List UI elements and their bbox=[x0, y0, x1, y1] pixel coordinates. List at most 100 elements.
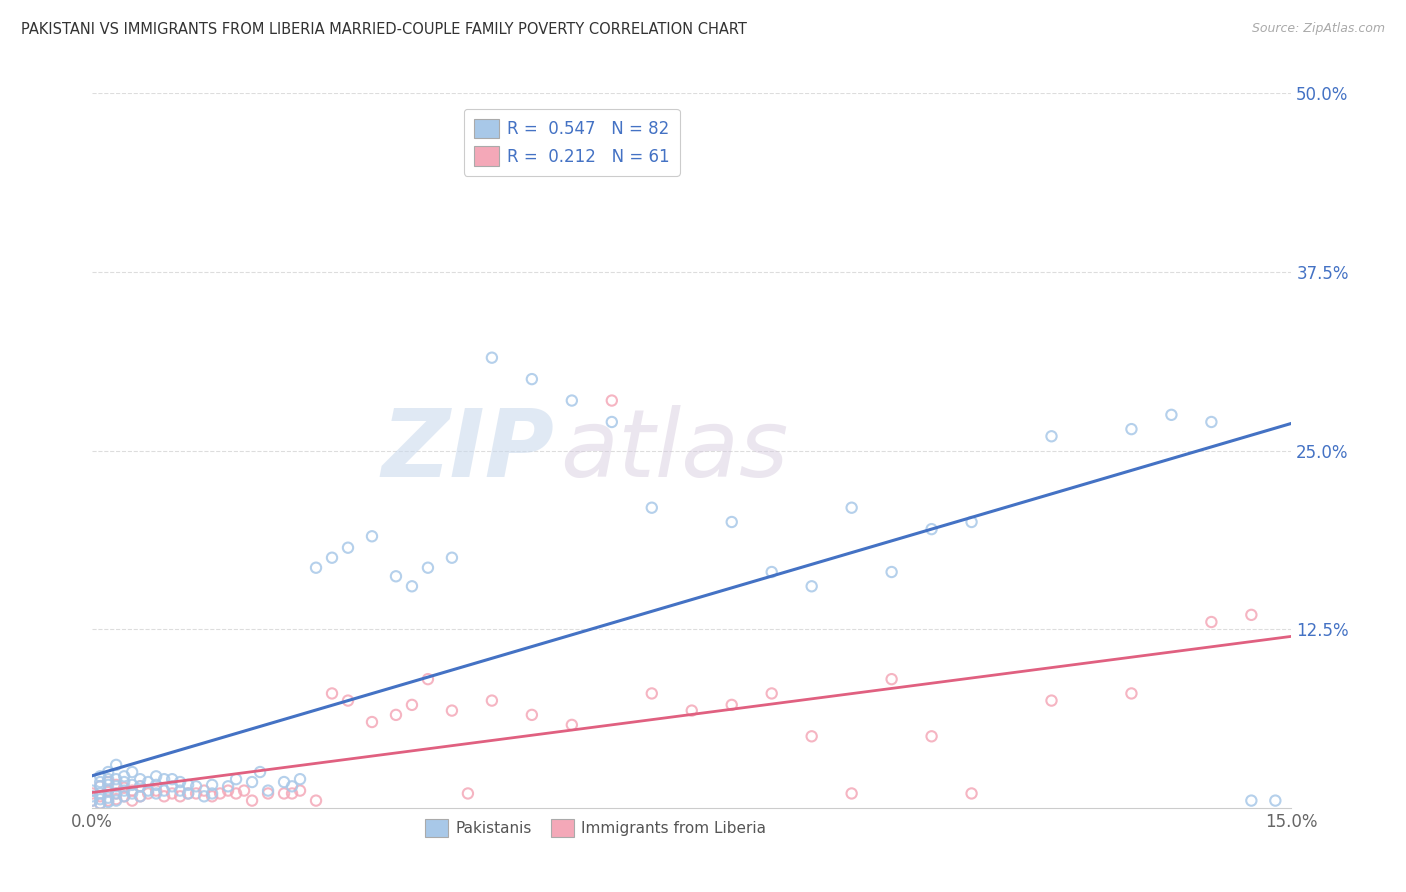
Point bbox=[82, 794, 104, 808]
Point bbox=[800, 579, 823, 593]
Point bbox=[361, 529, 384, 543]
Point bbox=[121, 765, 143, 780]
Point bbox=[136, 783, 159, 797]
Point bbox=[105, 792, 128, 806]
Point bbox=[337, 693, 360, 707]
Point bbox=[82, 787, 104, 801]
Point bbox=[1040, 429, 1063, 443]
Point bbox=[681, 704, 703, 718]
Point bbox=[153, 772, 176, 787]
Point bbox=[177, 778, 200, 792]
Point bbox=[1240, 607, 1263, 622]
Point bbox=[136, 787, 159, 801]
Point bbox=[416, 560, 439, 574]
Point bbox=[361, 714, 384, 729]
Point bbox=[305, 794, 328, 808]
Point bbox=[169, 783, 191, 797]
Point bbox=[440, 550, 463, 565]
Point bbox=[82, 794, 104, 808]
Point bbox=[440, 704, 463, 718]
Point bbox=[160, 787, 183, 801]
Point bbox=[89, 780, 111, 794]
Point bbox=[1040, 693, 1063, 707]
Point bbox=[105, 787, 128, 801]
Point bbox=[129, 772, 152, 787]
Point bbox=[401, 579, 423, 593]
Point bbox=[121, 778, 143, 792]
Point bbox=[841, 500, 863, 515]
Point bbox=[97, 783, 120, 797]
Point bbox=[1121, 686, 1143, 700]
Point bbox=[273, 775, 295, 789]
Point bbox=[145, 778, 167, 792]
Point bbox=[112, 775, 135, 789]
Point bbox=[105, 757, 128, 772]
Point bbox=[201, 778, 224, 792]
Point bbox=[520, 707, 543, 722]
Point bbox=[97, 772, 120, 787]
Point bbox=[561, 393, 583, 408]
Point bbox=[305, 560, 328, 574]
Point bbox=[249, 765, 271, 780]
Point bbox=[800, 729, 823, 743]
Point bbox=[233, 783, 256, 797]
Point bbox=[561, 718, 583, 732]
Point bbox=[921, 729, 943, 743]
Point bbox=[105, 780, 128, 794]
Point bbox=[217, 780, 239, 794]
Point bbox=[401, 698, 423, 712]
Point bbox=[112, 789, 135, 804]
Point bbox=[145, 769, 167, 783]
Point bbox=[121, 787, 143, 801]
Text: atlas: atlas bbox=[560, 405, 789, 496]
Point bbox=[82, 789, 104, 804]
Point bbox=[105, 787, 128, 801]
Point bbox=[416, 672, 439, 686]
Point bbox=[160, 780, 183, 794]
Point bbox=[97, 765, 120, 780]
Point bbox=[1201, 415, 1223, 429]
Point bbox=[82, 783, 104, 797]
Point bbox=[641, 500, 664, 515]
Point bbox=[257, 783, 280, 797]
Point bbox=[225, 787, 247, 801]
Point bbox=[177, 787, 200, 801]
Point bbox=[97, 778, 120, 792]
Point bbox=[145, 783, 167, 797]
Point bbox=[240, 775, 263, 789]
Point bbox=[1264, 794, 1286, 808]
Point bbox=[121, 783, 143, 797]
Point bbox=[481, 693, 503, 707]
Point bbox=[337, 541, 360, 555]
Point bbox=[960, 787, 983, 801]
Point bbox=[97, 790, 120, 805]
Point bbox=[112, 769, 135, 783]
Point bbox=[169, 789, 191, 804]
Point bbox=[240, 794, 263, 808]
Point bbox=[201, 789, 224, 804]
Point bbox=[184, 780, 207, 794]
Point bbox=[641, 686, 664, 700]
Point bbox=[257, 787, 280, 801]
Point bbox=[273, 787, 295, 801]
Point bbox=[145, 787, 167, 801]
Point bbox=[193, 789, 215, 804]
Point bbox=[89, 792, 111, 806]
Point bbox=[457, 787, 479, 801]
Point bbox=[481, 351, 503, 365]
Point bbox=[112, 783, 135, 797]
Point bbox=[89, 780, 111, 794]
Point bbox=[281, 787, 304, 801]
Point bbox=[217, 783, 239, 797]
Legend: Pakistanis, Immigrants from Liberia: Pakistanis, Immigrants from Liberia bbox=[419, 814, 772, 843]
Point bbox=[177, 787, 200, 801]
Point bbox=[201, 787, 224, 801]
Point bbox=[761, 686, 783, 700]
Point bbox=[1160, 408, 1182, 422]
Point bbox=[89, 797, 111, 811]
Point bbox=[600, 393, 623, 408]
Point bbox=[321, 550, 343, 565]
Point bbox=[97, 795, 120, 809]
Point bbox=[841, 787, 863, 801]
Point bbox=[89, 797, 111, 811]
